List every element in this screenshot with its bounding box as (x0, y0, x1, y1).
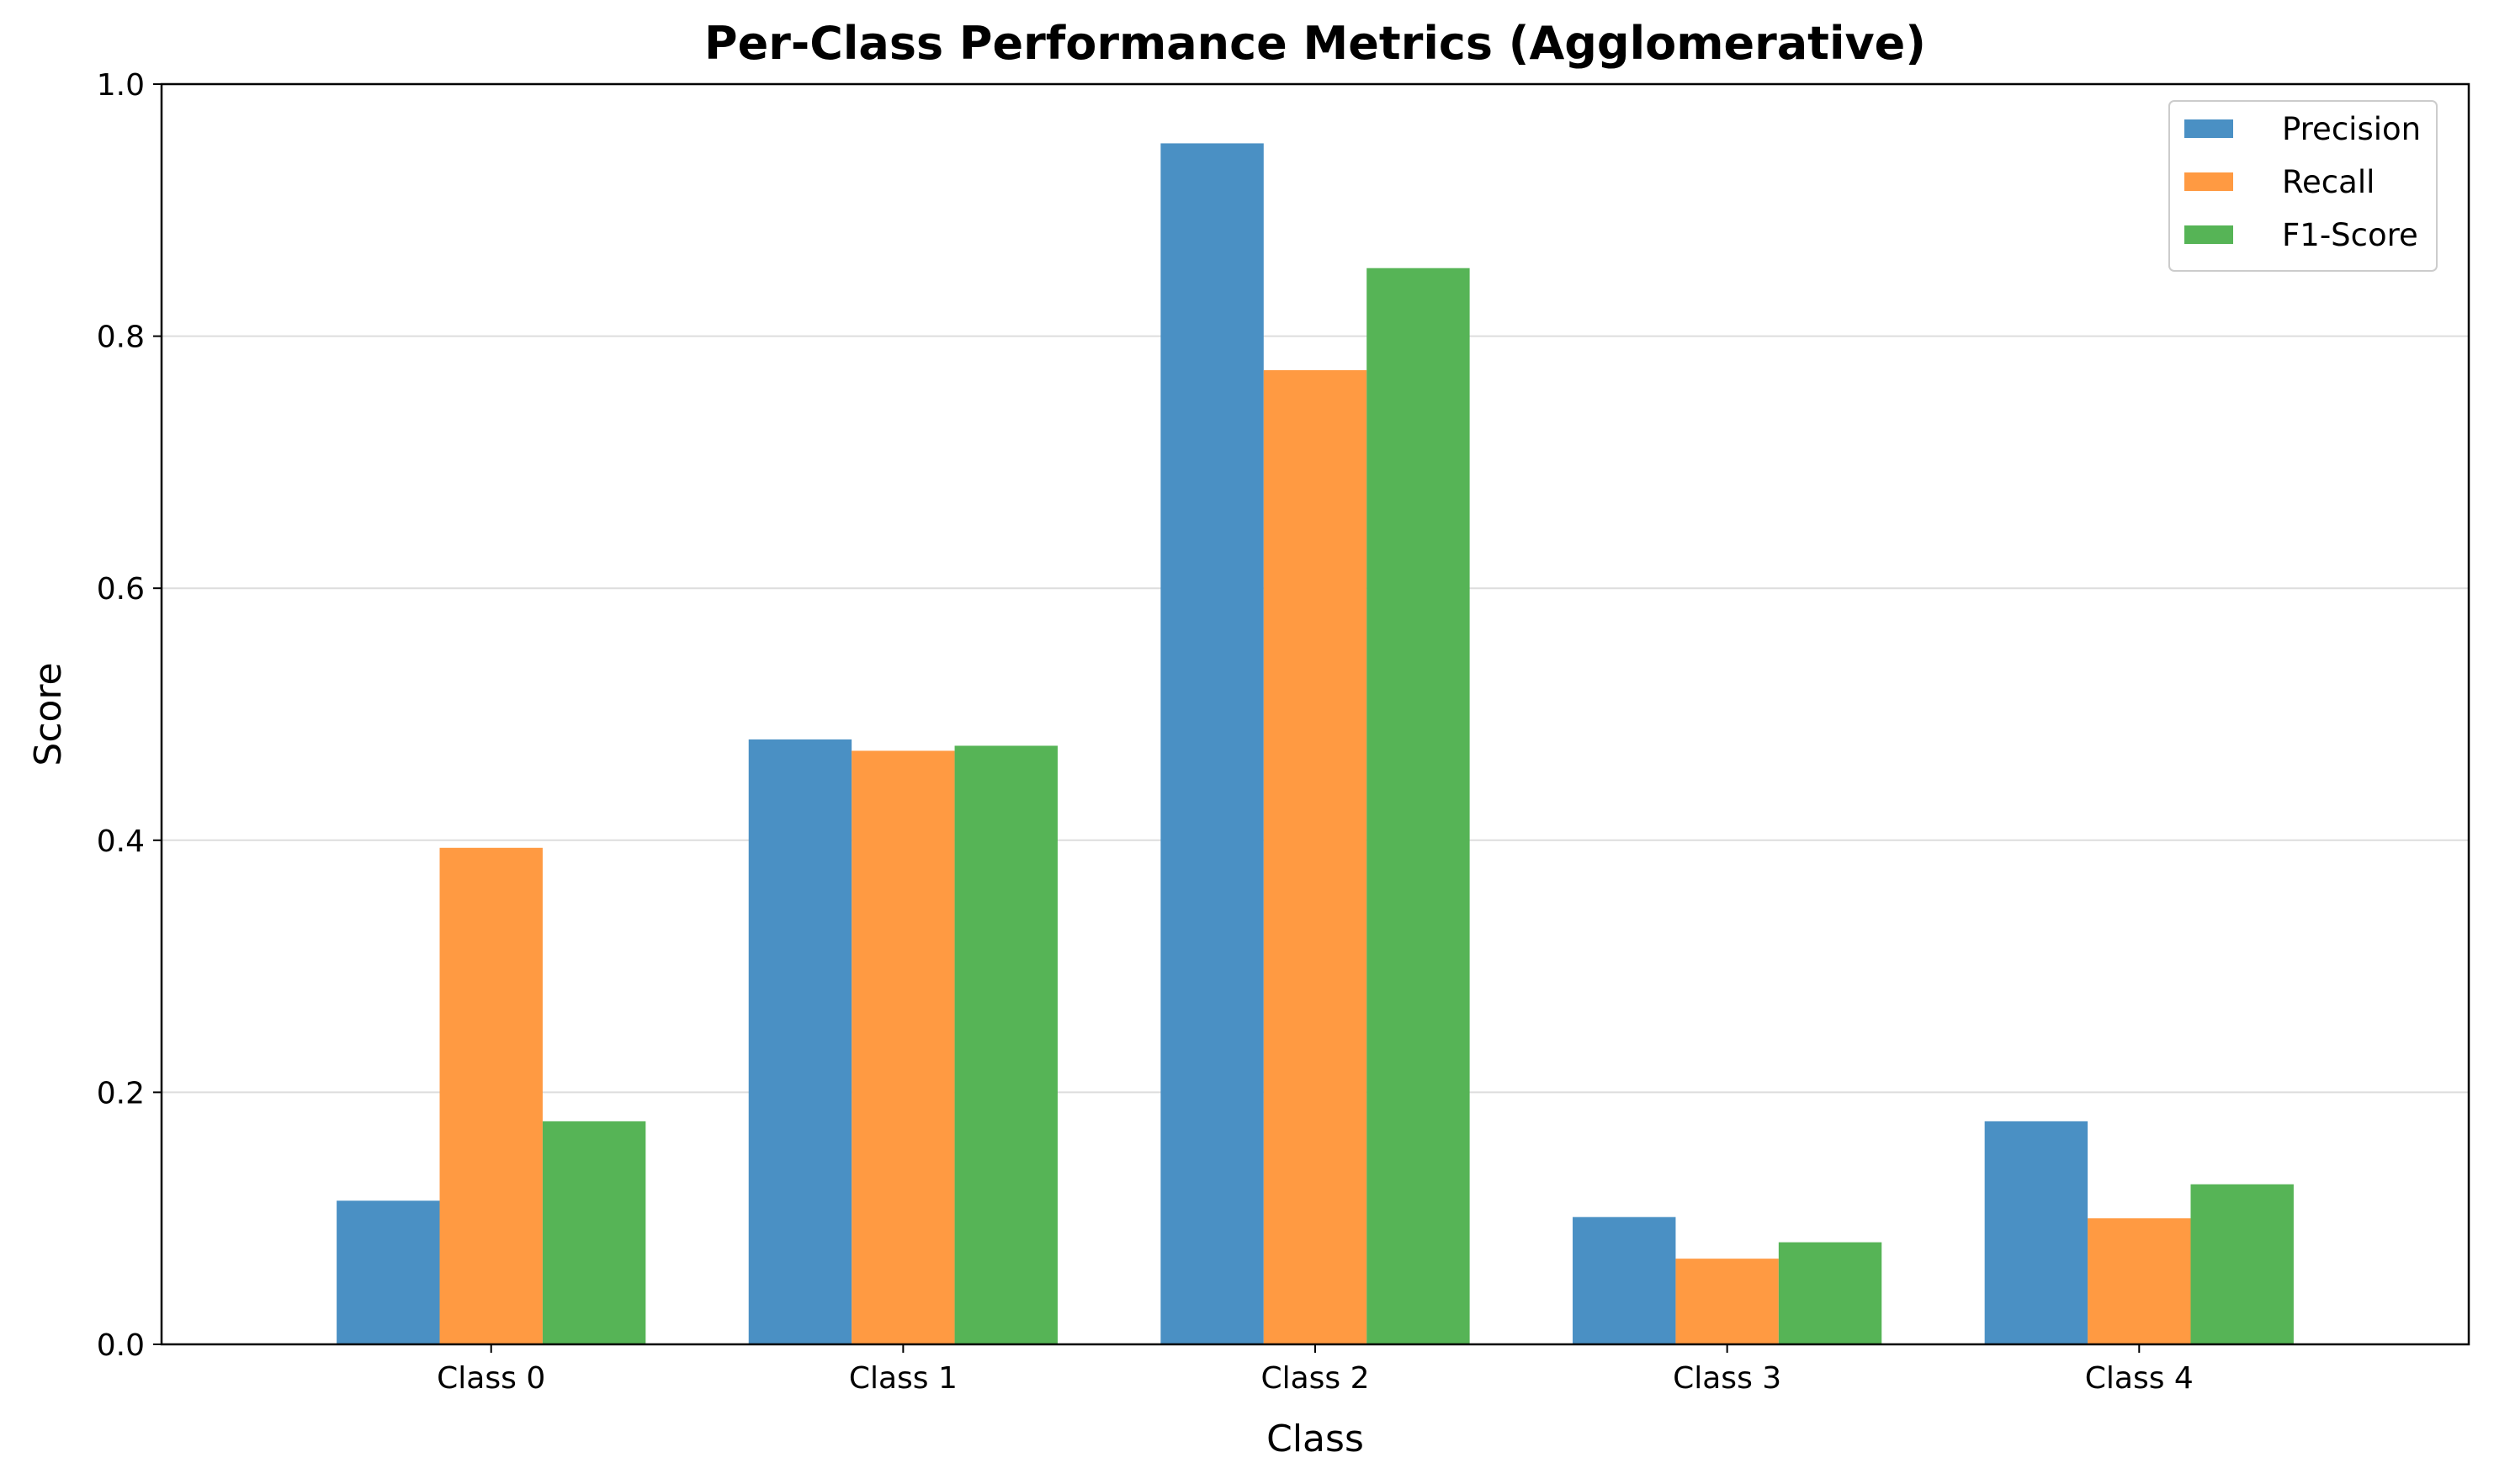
bar-recall-class-0 (439, 847, 543, 1344)
legend-swatch-precision (2184, 119, 2233, 138)
bar-f1-score-class-4 (2190, 1184, 2294, 1344)
x-tick-label-class-1: Class 1 (849, 1361, 958, 1396)
bar-precision-class-1 (748, 739, 852, 1344)
legend-box (2168, 100, 2438, 272)
x-axis: Class 0 Class 1 Class 2 Class 3 Class 4 (437, 1344, 2194, 1396)
x-tick-label-class-2: Class 2 (1260, 1361, 1369, 1396)
legend-label-precision: Precision (2282, 111, 2421, 147)
x-tick-label-class-0: Class 0 (437, 1361, 545, 1396)
legend: Precision Recall F1-Score (2168, 100, 2438, 272)
bar-f1-score-class-1 (954, 745, 1058, 1344)
x-axis-label: Class (1266, 1418, 1364, 1460)
y-tick-label: 0.2 (97, 1076, 145, 1110)
x-tick-label-class-3: Class 3 (1673, 1361, 1781, 1396)
y-tick-label: 0.4 (97, 824, 145, 859)
legend-swatch-recall (2184, 172, 2233, 191)
legend-swatch-f1-score (2184, 225, 2233, 244)
bar-precision-class-0 (337, 1200, 440, 1344)
bar-f1-score-class-0 (542, 1121, 646, 1344)
y-axis-label: Score (27, 662, 70, 766)
bar-recall-class-4 (2088, 1218, 2191, 1344)
bar-recall-class-3 (1675, 1259, 1779, 1344)
bar-precision-class-2 (1160, 143, 1264, 1344)
legend-label-f1-score: F1-Score (2282, 217, 2418, 253)
x-tick-label-class-4: Class 4 (2085, 1361, 2194, 1396)
y-tick-label: 1.0 (97, 68, 145, 103)
bars (337, 143, 2294, 1344)
y-axis: 0.0 0.2 0.4 0.6 0.8 1.0 (97, 68, 162, 1363)
y-tick-label: 0.6 (97, 572, 145, 607)
bar-precision-class-3 (1573, 1216, 1676, 1344)
legend-label-recall: Recall (2282, 164, 2375, 200)
bar-recall-class-2 (1263, 370, 1367, 1344)
y-tick-label: 0.0 (97, 1328, 145, 1363)
bar-f1-score-class-2 (1366, 268, 1470, 1344)
bar-f1-score-class-3 (1778, 1242, 1882, 1344)
bar-precision-class-4 (1984, 1121, 2088, 1344)
chart-title: Per-Class Performance Metrics (Agglomera… (704, 17, 1926, 70)
y-tick-label: 0.8 (97, 321, 145, 355)
bar-recall-class-1 (852, 750, 955, 1344)
